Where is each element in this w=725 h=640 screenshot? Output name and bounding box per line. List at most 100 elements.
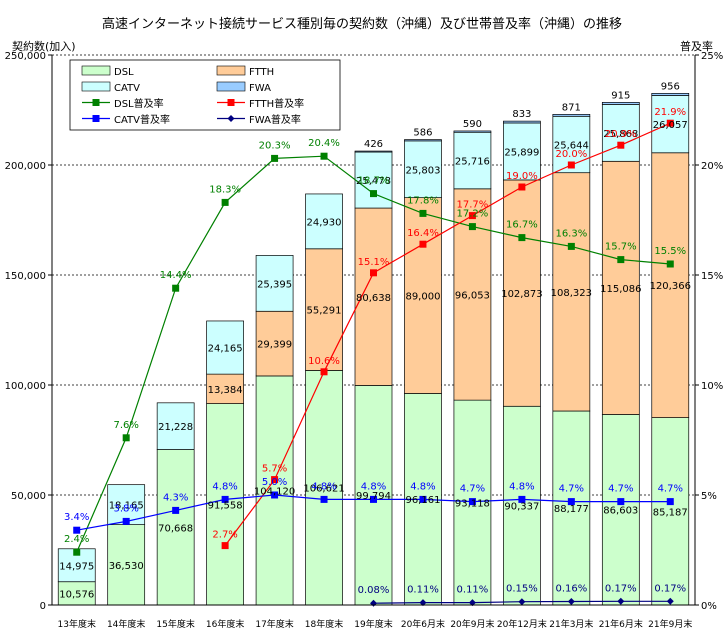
bar-value-label: 86,603 <box>603 506 638 517</box>
bar-value-label: 25,644 <box>554 140 589 151</box>
bar-value-label: 88,177 <box>554 504 589 515</box>
bar-segment-ftth <box>651 152 690 418</box>
line-point <box>221 495 229 503</box>
line-point <box>567 498 575 506</box>
bar-segment-ftth <box>552 172 591 412</box>
fwa-count-label: 956 <box>661 81 680 92</box>
rate-label: 18.7% <box>358 176 390 187</box>
bar-segment-fwa <box>552 114 591 117</box>
legend-label: CATV <box>114 83 140 94</box>
bar-segment-ftth <box>404 197 442 394</box>
bar-segment-catv <box>206 320 244 375</box>
y2-tick-label: 10% <box>701 381 723 392</box>
line-point <box>370 495 377 503</box>
data-labels: 10,576 14,975 36,530 18,165 70,668 21,228 91,5… <box>59 81 691 600</box>
rate-label: 14.4% <box>160 270 192 281</box>
bar-segment-ftth <box>255 310 294 377</box>
rate-label: 0.17% <box>654 583 686 594</box>
fwa-count-label: 871 <box>562 102 581 113</box>
rate-label: 19.0% <box>506 171 538 182</box>
y2-axis-title: 普及率 <box>680 39 713 53</box>
chart-title: 高速インターネット接続サービス種別毎の契約数（沖縄）及び世帯普及率（沖縄）の推移 <box>102 16 622 32</box>
bar-value-label: 102,873 <box>501 289 542 300</box>
legend-label: FTTH <box>249 67 274 78</box>
x-tick-label: 20年12月末 <box>497 618 547 630</box>
line-point <box>419 599 427 607</box>
bar-value-label: 21,228 <box>158 422 193 433</box>
rate-lines <box>73 119 674 607</box>
bar-value-label: 25,478 <box>356 176 391 187</box>
line-point <box>172 284 180 292</box>
bar-value-label: 25,868 <box>603 129 638 140</box>
rate-label: 15.5% <box>654 246 686 257</box>
bar-value-label: 25,395 <box>257 279 292 290</box>
bar-value-label: 13,384 <box>208 385 243 396</box>
x-tick-label: 14年度末 <box>107 618 145 630</box>
bar-value-label: 25,899 <box>504 147 539 158</box>
bar-value-label: 29,399 <box>257 340 292 351</box>
bar-segment-catv <box>404 140 442 198</box>
legend-swatch <box>81 81 111 92</box>
bar-value-label: 14,975 <box>59 561 94 572</box>
bar-value-label: 91,558 <box>208 500 243 511</box>
line-point <box>419 240 427 248</box>
fwa-count-label: 590 <box>463 119 482 130</box>
rate-label: 5.7% <box>262 464 287 475</box>
x-tick-label: 16年度末 <box>206 618 244 630</box>
bar-stacks <box>57 93 690 606</box>
legend-label: FWA普及率 <box>249 113 301 126</box>
rate-label: 0.11% <box>457 585 489 596</box>
rate-label: 2.4% <box>64 534 89 545</box>
rate-label: 16.7% <box>506 220 538 231</box>
line-point <box>419 495 427 503</box>
bar-segment-ftth <box>601 160 640 415</box>
line-point <box>419 209 427 217</box>
y-tick-label: 150,000 <box>5 271 46 282</box>
bar-value-label: 55,291 <box>307 306 342 317</box>
bar-segment-fwa <box>404 139 442 142</box>
line-point <box>567 161 575 169</box>
legend-marker <box>227 115 235 122</box>
legend-label: FWA <box>249 83 271 94</box>
line-point <box>666 498 674 506</box>
x-tick-label: 21年6月末 <box>599 618 643 630</box>
y2-tick-label: 20% <box>701 161 723 172</box>
rate-label: 3.4% <box>64 512 89 523</box>
legend: DSL FTTH CATV FWA DSL普及率 FTTH普及率 CATV普及率 FWA普及率 <box>69 59 341 131</box>
legend-swatch <box>81 65 111 76</box>
bar-value-label: 120,366 <box>650 281 691 292</box>
legend-label: DSL <box>114 67 134 78</box>
line-point <box>73 548 81 556</box>
line-point <box>468 223 476 231</box>
line-point <box>617 141 625 149</box>
line-point <box>320 152 328 160</box>
bar-value-label: 18,165 <box>109 501 144 512</box>
y-tick-label: 50,000 <box>11 491 46 502</box>
bar-value-label: 85,187 <box>653 507 688 518</box>
y2-tick-label: 5% <box>701 491 717 502</box>
line-point <box>617 597 625 605</box>
bar-value-label: 10,576 <box>59 589 94 600</box>
rate-label: 20.0% <box>555 149 587 160</box>
bar-value-label: 96,053 <box>455 290 490 301</box>
rate-label: 16.4% <box>407 228 439 239</box>
bar-segment-ftth <box>503 179 541 407</box>
x-tick-label: 20年9月末 <box>450 618 494 630</box>
bar-segment-dsl <box>354 385 393 606</box>
line-FTTH普及率 <box>224 122 671 546</box>
y-tick-label: 200,000 <box>5 161 46 172</box>
line-point <box>320 495 328 503</box>
line-point <box>666 119 674 127</box>
bar-segment-fwa <box>601 102 640 105</box>
y-tick-label: 100,000 <box>5 381 46 392</box>
bar-value-label: 90,337 <box>504 502 539 513</box>
bar-segment-catv <box>255 255 294 312</box>
legend-box <box>69 59 341 131</box>
y-axis-title: 契約数(加入) <box>12 39 76 53</box>
bar-value-label: 89,000 <box>405 292 440 303</box>
line-point <box>518 234 526 242</box>
y2-tick-label: 25% <box>701 51 723 62</box>
legend-marker <box>92 115 100 122</box>
bar-segment-fwa <box>651 93 690 96</box>
fwa-count-label: 833 <box>512 109 531 120</box>
